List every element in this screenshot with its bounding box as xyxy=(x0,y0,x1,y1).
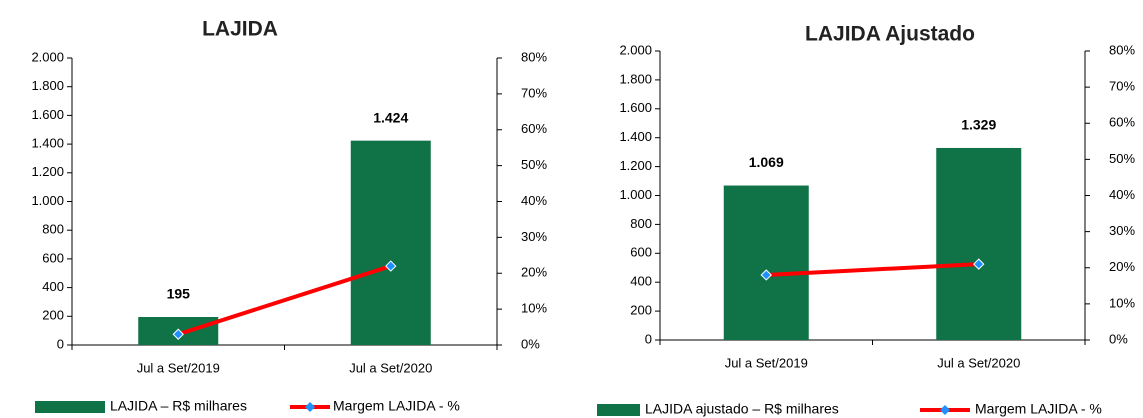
y-tick-label: 2.000 xyxy=(619,42,652,57)
legend-label: Margem LAJIDA - % xyxy=(975,401,1102,417)
y2-tick-label: 40% xyxy=(521,193,547,208)
legend-label: LAJIDA ajustado – R$ milhares xyxy=(645,401,839,417)
chart-title: LAJIDA Ajustado xyxy=(805,23,975,46)
y-tick-label: 800 xyxy=(42,222,64,237)
y-tick-label: 200 xyxy=(42,308,64,323)
x-tick-label: Jul a Set/2020 xyxy=(349,360,432,375)
y2-tick-label: 40% xyxy=(1109,187,1135,202)
y-tick-label: 1.800 xyxy=(31,78,64,93)
bar xyxy=(350,140,431,345)
marker xyxy=(385,260,397,272)
y-tick-label: 2.000 xyxy=(31,49,64,64)
y2-tick-label: 10% xyxy=(521,301,547,316)
value-label: 195 xyxy=(167,286,191,302)
y2-tick-label: 0% xyxy=(1109,331,1128,346)
y2-tick-label: 30% xyxy=(521,229,547,244)
legend-marker xyxy=(940,405,950,415)
y2-tick-label: 20% xyxy=(521,265,547,280)
marker xyxy=(172,328,184,340)
y2-tick-label: 50% xyxy=(1109,151,1135,166)
y-tick-label: 600 xyxy=(42,250,64,265)
bar xyxy=(723,185,809,340)
y2-tick-label: 10% xyxy=(1109,295,1135,310)
y-tick-label: 800 xyxy=(630,216,652,231)
y-tick-label: 200 xyxy=(630,303,652,318)
line xyxy=(177,264,392,337)
y-tick-label: 1.600 xyxy=(31,107,64,122)
chart-title: LAJIDA xyxy=(202,18,278,41)
y2-tick-label: 70% xyxy=(1109,79,1135,94)
y2-tick-label: 0% xyxy=(521,336,540,351)
y-tick-label: 1.000 xyxy=(619,187,652,202)
y-tick-label: 400 xyxy=(42,279,64,294)
y-tick-label: 1.200 xyxy=(619,158,652,173)
marker xyxy=(973,258,985,270)
y2-tick-label: 60% xyxy=(1109,115,1135,130)
x-tick-label: Jul a Set/2019 xyxy=(137,360,220,375)
y2-tick-label: 50% xyxy=(521,157,547,172)
y2-tick-label: 20% xyxy=(1109,259,1135,274)
y2-tick-label: 30% xyxy=(1109,223,1135,238)
x-tick-label: Jul a Set/2020 xyxy=(937,355,1020,370)
y-tick-label: 1.400 xyxy=(31,136,64,151)
marker xyxy=(760,269,772,281)
y2-tick-label: 60% xyxy=(521,121,547,136)
y-tick-label: 1.800 xyxy=(619,71,652,86)
value-label: 1.329 xyxy=(961,117,996,133)
legend-label: Margem LAJIDA - % xyxy=(333,398,460,414)
legend-swatch xyxy=(35,401,105,413)
value-label: 1.069 xyxy=(749,154,784,170)
y-tick-label: 0 xyxy=(645,331,652,346)
x-tick-label: Jul a Set/2019 xyxy=(725,355,808,370)
y2-tick-label: 80% xyxy=(521,49,547,64)
line xyxy=(766,262,979,277)
bar xyxy=(936,147,1022,340)
y-tick-label: 1.000 xyxy=(31,193,64,208)
y2-tick-label: 80% xyxy=(1109,42,1135,57)
y-tick-label: 1.200 xyxy=(31,164,64,179)
legend-marker xyxy=(305,402,315,412)
legend-swatch xyxy=(597,404,640,416)
value-label: 1.424 xyxy=(373,109,408,125)
y-tick-label: 400 xyxy=(630,274,652,289)
y-tick-label: 1.400 xyxy=(619,129,652,144)
y-tick-label: 0 xyxy=(57,336,64,351)
y-tick-label: 1.600 xyxy=(619,100,652,115)
legend-label: LAJIDA – R$ milhares xyxy=(110,398,247,414)
y-tick-label: 600 xyxy=(630,245,652,260)
y2-tick-label: 70% xyxy=(521,85,547,100)
